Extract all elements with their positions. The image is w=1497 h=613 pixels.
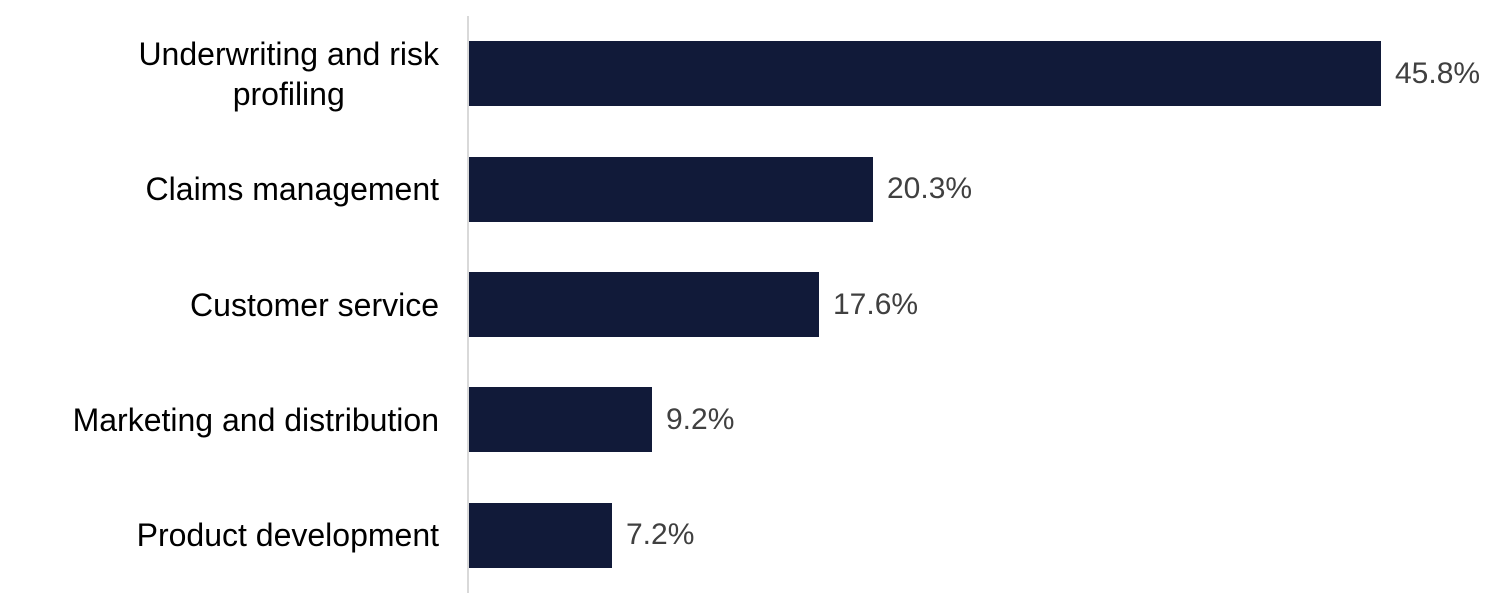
bar bbox=[469, 156, 873, 222]
chart-row: Product development 7.2% bbox=[0, 478, 1497, 593]
bar bbox=[469, 502, 612, 568]
bar bbox=[469, 387, 652, 453]
bar-track: 20.3% bbox=[469, 131, 1497, 246]
category-label-cell: Marketing and distribution bbox=[0, 400, 469, 440]
category-label: Underwriting and risk profiling bbox=[138, 35, 439, 112]
category-label-cell: Product development bbox=[0, 515, 469, 555]
category-label-cell: Claims management bbox=[0, 169, 469, 209]
category-label: Marketing and distribution bbox=[72, 401, 439, 438]
category-label: Customer service bbox=[190, 286, 439, 323]
category-label-cell: Underwriting and risk profiling bbox=[0, 34, 469, 114]
category-label: Product development bbox=[136, 517, 439, 554]
chart-row: Marketing and distribution 9.2% bbox=[0, 362, 1497, 477]
value-label: 7.2% bbox=[626, 518, 695, 552]
value-label: 45.8% bbox=[1395, 56, 1481, 90]
bar-track: 17.6% bbox=[469, 247, 1497, 362]
value-label: 17.6% bbox=[833, 287, 919, 321]
bar-track: 45.8% bbox=[469, 16, 1497, 131]
chart-row: Underwriting and risk profiling 45.8% bbox=[0, 16, 1497, 131]
chart-rows: Underwriting and risk profiling 45.8% Clai… bbox=[0, 16, 1497, 593]
bar bbox=[469, 41, 1381, 107]
bar-track: 9.2% bbox=[469, 362, 1497, 477]
chart-row: Customer service 17.6% bbox=[0, 247, 1497, 362]
chart-row: Claims management 20.3% bbox=[0, 131, 1497, 246]
bar bbox=[469, 272, 819, 338]
value-label: 9.2% bbox=[666, 402, 735, 436]
bar-track: 7.2% bbox=[469, 478, 1497, 593]
category-label-cell: Customer service bbox=[0, 285, 469, 325]
category-label: Claims management bbox=[145, 171, 439, 208]
vertical-axis-line bbox=[467, 16, 469, 593]
value-label: 20.3% bbox=[887, 172, 973, 206]
